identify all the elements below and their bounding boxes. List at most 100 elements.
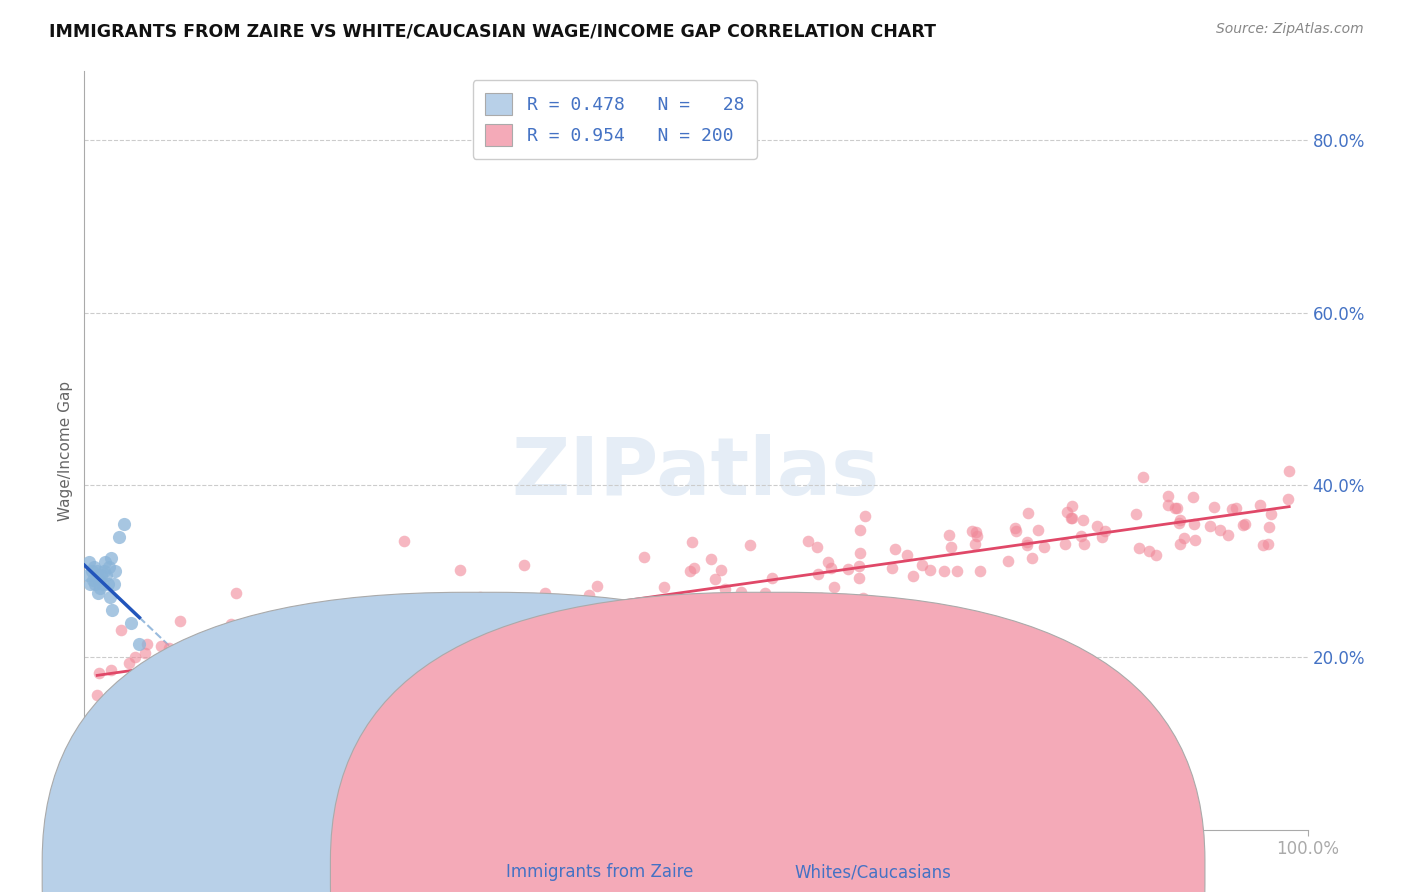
Point	[1163, 501, 1185, 516]
Point	[225, 658, 247, 673]
Point	[1260, 508, 1282, 522]
Point	[228, 636, 250, 650]
Point	[1234, 517, 1257, 532]
Point	[1070, 529, 1092, 543]
Text: Immigrants from Zaire: Immigrants from Zaire	[506, 863, 693, 881]
Point	[534, 586, 557, 600]
Point	[1056, 505, 1078, 519]
Point	[94, 556, 117, 570]
Point	[491, 607, 513, 622]
Point	[80, 564, 103, 578]
Point	[884, 542, 907, 557]
Point	[188, 676, 211, 690]
Point	[1017, 507, 1039, 521]
Point	[1277, 492, 1299, 507]
Point	[837, 561, 859, 575]
Point	[1168, 513, 1191, 527]
Point	[217, 652, 239, 666]
Point	[1173, 531, 1195, 545]
Point	[578, 589, 600, 603]
Point	[797, 534, 820, 549]
Point	[83, 559, 105, 574]
Point	[1125, 508, 1147, 522]
Point	[159, 641, 181, 656]
Point	[761, 571, 783, 585]
Point	[966, 529, 988, 543]
Point	[1060, 511, 1083, 525]
Point	[586, 578, 609, 592]
Point	[1199, 518, 1222, 533]
Point	[444, 632, 467, 646]
Point	[110, 623, 132, 637]
Point	[170, 665, 193, 680]
Point	[256, 652, 278, 666]
Point	[714, 582, 737, 597]
Point	[89, 582, 111, 596]
Point	[193, 658, 215, 673]
Point	[1085, 519, 1108, 533]
Point	[77, 568, 100, 582]
Point	[87, 573, 110, 587]
Point	[77, 556, 100, 570]
Point	[910, 558, 932, 572]
Point	[96, 568, 118, 582]
Point	[368, 606, 391, 620]
Point	[963, 537, 986, 551]
Point	[1137, 544, 1160, 558]
Point	[304, 635, 326, 649]
Point	[1184, 533, 1206, 547]
Point	[449, 617, 471, 632]
Point	[1166, 500, 1188, 515]
Point	[354, 624, 377, 639]
Point	[104, 766, 127, 780]
Point	[849, 545, 872, 559]
Point	[997, 553, 1019, 567]
Point	[852, 591, 875, 605]
Point	[683, 560, 706, 574]
Point	[98, 590, 121, 604]
Point	[524, 604, 547, 618]
Point	[734, 608, 756, 623]
Point	[652, 580, 675, 594]
Point	[156, 651, 179, 665]
Point	[291, 679, 314, 693]
Point	[128, 637, 150, 651]
Point	[211, 647, 233, 661]
Point	[1218, 528, 1240, 542]
Point	[962, 524, 984, 538]
Point	[246, 669, 269, 683]
Point	[903, 569, 925, 583]
Point	[90, 568, 112, 582]
Point	[853, 509, 876, 524]
Point	[882, 560, 904, 574]
Point	[717, 658, 740, 673]
Point	[1091, 530, 1114, 544]
Point	[433, 640, 456, 655]
Point	[806, 540, 828, 554]
Point	[142, 683, 165, 698]
Point	[129, 689, 152, 703]
Point	[302, 620, 325, 634]
Point	[848, 558, 870, 573]
Point	[120, 615, 142, 630]
Point	[392, 534, 415, 549]
Point	[730, 584, 752, 599]
Point	[1257, 536, 1279, 550]
Point	[1157, 498, 1180, 512]
Point	[349, 661, 371, 675]
Point	[823, 580, 845, 594]
Point	[87, 665, 110, 680]
Point	[1249, 498, 1271, 512]
Point	[1094, 524, 1116, 538]
Point	[418, 600, 440, 615]
Point	[101, 603, 124, 617]
Point	[86, 688, 108, 702]
Point	[382, 616, 405, 631]
Point	[134, 646, 156, 660]
Point	[432, 603, 454, 617]
Point	[1017, 534, 1039, 549]
Point	[373, 653, 395, 667]
Text: ZIPatlas: ZIPatlas	[512, 434, 880, 512]
Point	[373, 617, 395, 632]
Point	[97, 559, 120, 574]
